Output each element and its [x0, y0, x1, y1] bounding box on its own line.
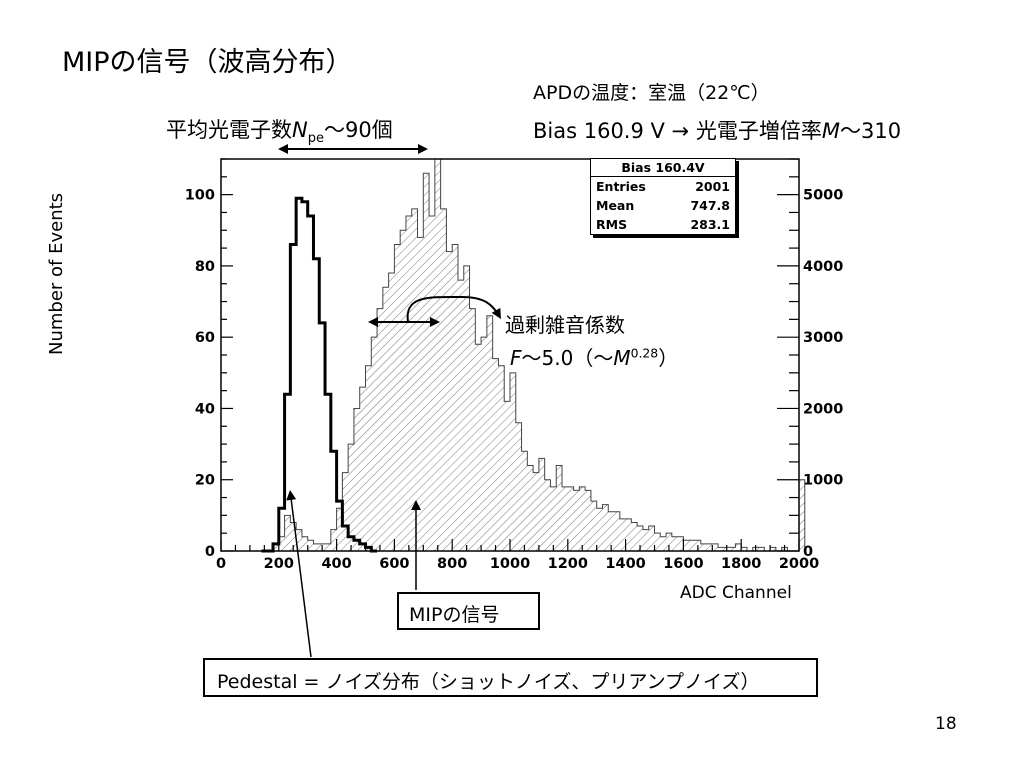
stats-label: Entries: [596, 179, 646, 194]
y-right-tick-label: 3000: [803, 330, 843, 346]
x-tick-label: 600: [379, 556, 409, 572]
x-tick-label: 0: [216, 556, 226, 572]
temperature-note: APDの温度：室温（22℃）: [533, 82, 770, 104]
width-arrow-head-right: [430, 317, 440, 327]
stats-row: Entries 2001: [591, 177, 735, 196]
npe-suffix: ～90個: [324, 118, 393, 142]
x-tick-label: 1600: [663, 556, 703, 572]
y-left-tick-label: 40: [195, 401, 215, 417]
bias-prefix: Bias 160.9 V → 光電子増倍率: [533, 119, 822, 143]
noise-f-symbol: F: [510, 346, 522, 370]
y-axis-label: Number of Events: [46, 192, 67, 355]
npe-note: 平均光電子数Npe～90個: [166, 114, 393, 146]
y-left-tick-label: 20: [195, 473, 215, 489]
stats-value: 2001: [695, 179, 730, 194]
stats-value: 747.8: [690, 198, 730, 213]
x-axis-label: ADC Channel: [680, 583, 792, 603]
npe-n-symbol: N: [292, 118, 308, 142]
y-left-tick-label: 60: [195, 330, 215, 346]
y-right-tick-label: 4000: [803, 259, 843, 275]
stats-box: Bias 160.4V Entries 2001 Mean 747.8 RMS …: [590, 158, 736, 235]
slide-number: 18: [935, 714, 957, 734]
stats-row: Mean 747.8: [591, 196, 735, 215]
mip-histogram-fill: [261, 159, 805, 551]
stats-title: Bias 160.4V: [591, 159, 735, 177]
width-arrow-head-left: [368, 317, 378, 327]
y-left-tick-label: 100: [185, 188, 215, 204]
x-tick-label: 400: [321, 556, 351, 572]
bias-gain-note: Bias 160.9 V → 光電子増倍率M～310: [533, 115, 901, 145]
x-tick-label: 200: [264, 556, 294, 572]
y-left-tick-label: 0: [205, 544, 215, 560]
stats-label: RMS: [596, 217, 628, 232]
x-tick-label: 1200: [548, 556, 588, 572]
noise-end: ）: [658, 346, 679, 370]
y-right-tick-label: 5000: [803, 188, 843, 204]
y-right-tick-label: 0: [803, 544, 813, 560]
x-tick-label: 1800: [721, 556, 761, 572]
x-tick-label: 2000: [779, 556, 819, 572]
npe-arrow-head-left: [278, 144, 288, 154]
pedestal-label: Pedestal = ノイズ分布（ショットノイズ、プリアンプノイズ）: [203, 658, 818, 697]
x-tick-label: 800: [437, 556, 467, 572]
noise-mid: ～5.0（～: [521, 346, 614, 370]
pedestal-arrow-line: [290, 497, 312, 658]
y-right-tick-label: 2000: [803, 401, 843, 417]
noise-curved-arrow: [406, 295, 499, 323]
y-right-tick-label: 1000: [803, 473, 843, 489]
npe-prefix: 平均光電子数: [166, 118, 292, 142]
noise-arrow-head: [491, 307, 501, 319]
stats-row: RMS 283.1: [591, 215, 735, 234]
mip-histogram-outline: [261, 158, 806, 552]
mip-signal-label: MIPの信号: [397, 592, 540, 630]
x-tick-label: 1000: [490, 556, 530, 572]
stats-label: Mean: [596, 198, 635, 213]
mip-arrow-head: [411, 500, 421, 510]
x-tick-label: 1400: [605, 556, 645, 572]
excess-noise-title: 過剰雑音係数: [505, 313, 625, 337]
npe-subscript: pe: [307, 131, 324, 147]
pedestal-histogram: [261, 196, 378, 553]
noise-m-symbol: M: [613, 346, 631, 370]
npe-arrow-head-right: [418, 144, 428, 154]
bias-m-symbol: M: [821, 119, 840, 143]
bias-suffix: ～310: [839, 119, 902, 143]
y-left-tick-label: 80: [195, 259, 215, 275]
excess-noise-value: F～5.0（～M0.28）: [510, 342, 678, 371]
noise-exponent: 0.28: [630, 345, 659, 361]
stats-value: 283.1: [690, 217, 730, 232]
pedestal-arrow-head: [286, 490, 297, 501]
slide-title: MIPの信号（波高分布）: [62, 47, 353, 78]
